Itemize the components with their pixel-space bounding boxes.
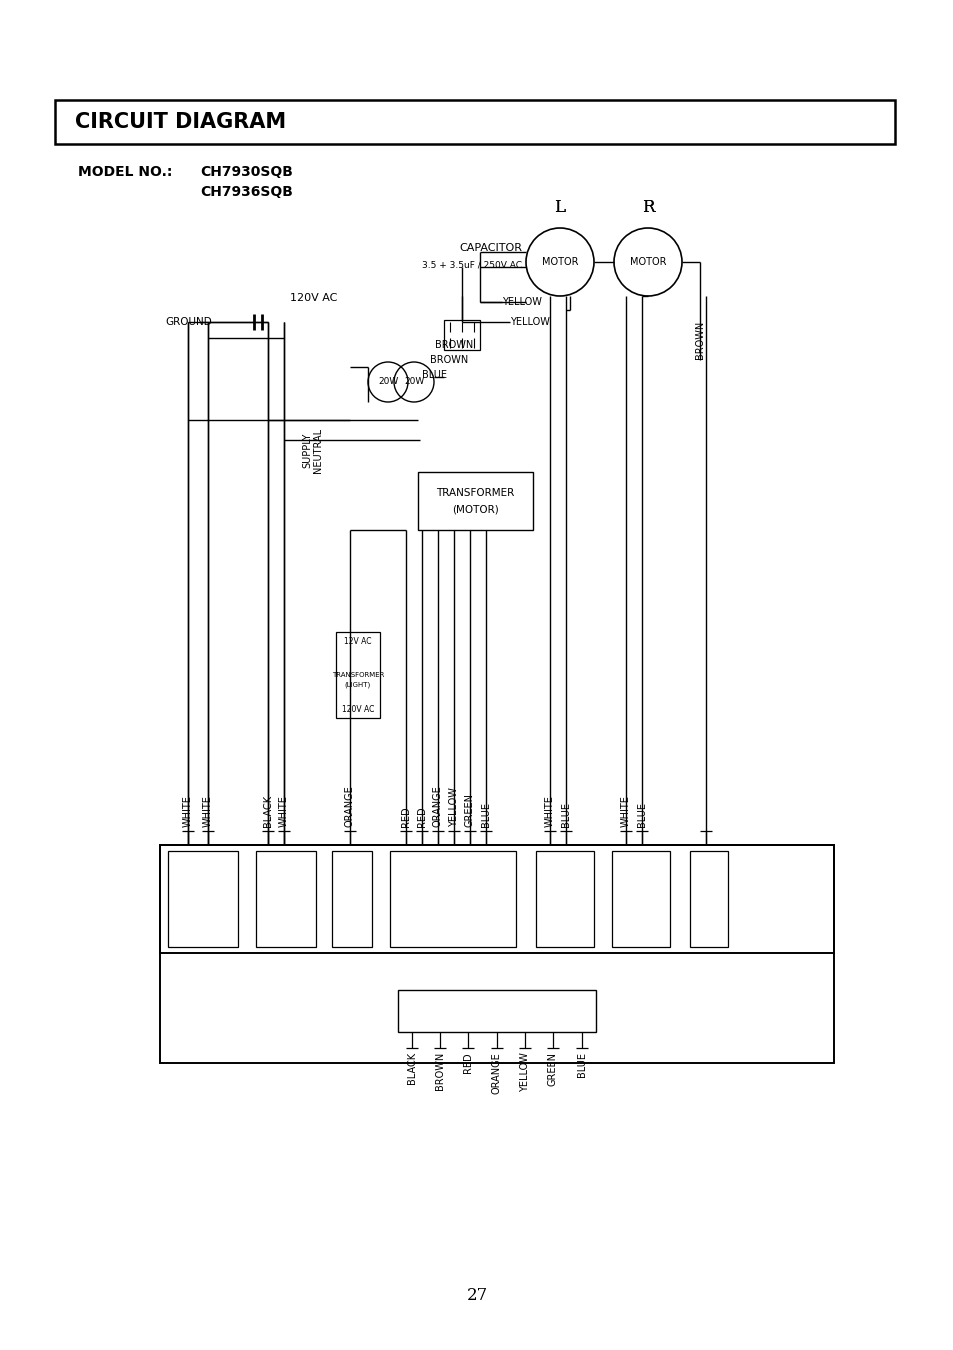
Text: GROUND: GROUND [165,317,212,327]
Bar [168,850,237,946]
Text: R: R [641,198,654,216]
Text: SUPPLY: SUPPLY [302,432,312,467]
Text: WHITE: WHITE [620,795,630,828]
Text: NEUTRAL: NEUTRAL [313,428,323,472]
Text: CAPACITOR: CAPACITOR [458,243,521,252]
Text: CIRCUIT DIAGRAM: CIRCUIT DIAGRAM [75,112,286,132]
Text: BLACK: BLACK [407,1052,416,1084]
Text: CH7930SQB: CH7930SQB [200,165,293,180]
Text: YELLOW: YELLOW [510,317,549,327]
Bar [55,100,894,144]
Text: RED: RED [400,806,411,828]
Text: WHITE: WHITE [278,795,289,828]
Bar [443,320,479,350]
Text: 3.5 + 3.5uF / 250V AC: 3.5 + 3.5uF / 250V AC [421,261,521,270]
Text: R: R [641,198,654,216]
Text: L: L [554,198,565,216]
Text: YELLOW: YELLOW [501,297,541,306]
Text: (MOTOR): (MOTOR) [452,504,498,514]
Text: BLACK: BLACK [263,795,273,828]
Bar [160,845,833,953]
Bar [417,472,533,531]
Text: BLUE: BLUE [480,802,491,828]
Text: ORANGE: ORANGE [345,786,355,828]
Text: YELLOW: YELLOW [449,787,458,828]
Text: YELLOW: YELLOW [519,1052,530,1092]
Bar [335,632,379,718]
Text: WHITE: WHITE [183,795,193,828]
Text: 12V AC: 12V AC [344,636,372,645]
Text: GREEN: GREEN [464,792,475,828]
Text: TRANSFORMER: TRANSFORMER [332,672,384,678]
Text: BROWN: BROWN [430,355,468,364]
Text: MODEL NO.:: MODEL NO.: [78,165,172,180]
Text: RED: RED [462,1052,473,1073]
Bar [612,850,669,946]
Text: 120V AC: 120V AC [290,293,337,302]
Bar [332,850,372,946]
Bar [255,850,315,946]
Text: (LIGHT): (LIGHT) [345,682,371,688]
Text: ORANGE: ORANGE [492,1052,501,1094]
Text: BLUE: BLUE [577,1052,586,1077]
Text: ORANGE: ORANGE [433,786,442,828]
Text: RED: RED [416,806,427,828]
Text: BLUE: BLUE [421,370,447,379]
Text: 20W: 20W [403,378,424,386]
Text: BLUE: BLUE [637,802,646,828]
Text: CH7936SQB: CH7936SQB [200,185,293,198]
Bar [536,850,594,946]
Text: WHITE: WHITE [203,795,213,828]
Bar [160,845,833,1062]
Text: MOTOR: MOTOR [629,256,665,267]
Text: 27: 27 [466,1287,487,1304]
Text: BLUE: BLUE [560,802,571,828]
Text: BROWN: BROWN [695,321,704,359]
Text: TRANSFORMER: TRANSFORMER [436,487,514,498]
Text: MOTOR: MOTOR [541,256,578,267]
Bar [689,850,727,946]
Text: GREEN: GREEN [547,1052,558,1085]
Text: L: L [554,198,565,216]
Text: BROWN: BROWN [435,340,473,350]
Bar [397,990,596,1031]
Text: 120V AC: 120V AC [341,705,374,714]
Text: WHITE: WHITE [544,795,555,828]
Text: BROWN: BROWN [435,1052,444,1091]
Bar [390,850,516,946]
Text: 20W: 20W [377,378,397,386]
